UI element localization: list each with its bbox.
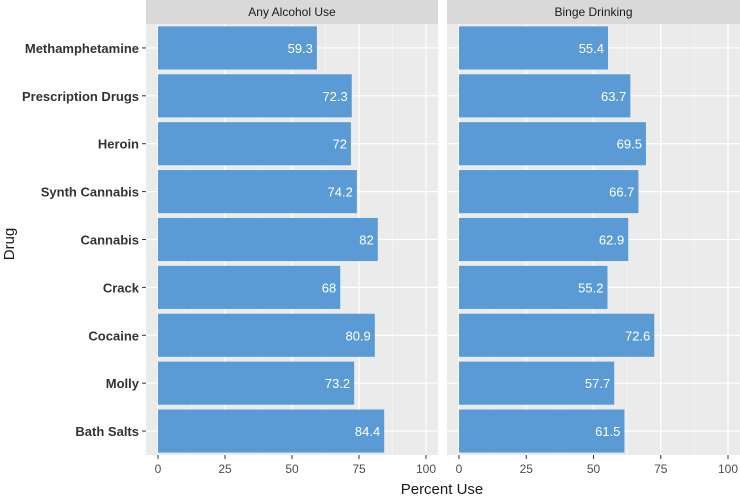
bar-value-label: 62.9 (599, 233, 624, 248)
bar (158, 361, 355, 405)
bar (158, 265, 341, 309)
bar (158, 313, 375, 357)
bar-value-label: 59.3 (288, 41, 313, 56)
bar-value-label: 63.7 (601, 89, 626, 104)
bar (158, 170, 357, 214)
bar-value-label: 55.4 (579, 41, 604, 56)
facet-panels: Any Alcohol Use 59.3 72.3 72 74.2 82 68 80.9 73.… (146, 0, 740, 455)
x-tick-label: 50 (285, 462, 299, 476)
bar-value-label: 66.7 (609, 185, 634, 200)
bar (459, 217, 629, 262)
bar (158, 26, 317, 70)
bar (158, 217, 378, 262)
bar-value-label: 72 (332, 137, 346, 152)
y-tick-label: Synth Cannabis (41, 185, 139, 200)
y-axis-title: Drug (1, 228, 18, 261)
bar-value-label: 55.2 (578, 280, 603, 295)
bar (459, 313, 655, 357)
bar-value-label: 80.9 (345, 328, 370, 343)
bar (459, 361, 615, 405)
x-tick-label: 0 (456, 462, 463, 476)
facet-strip-label: Any Alcohol Use (248, 5, 336, 19)
bar-value-label: 72.6 (625, 328, 650, 343)
x-axes: 0 25 50 75 100 0 25 50 75 100 (155, 455, 738, 476)
bar (158, 122, 351, 166)
y-tick-label: Bath Salts (75, 424, 139, 439)
y-tick-label: Prescription Drugs (22, 89, 139, 104)
y-tick-label: Cannabis (80, 233, 139, 248)
bar-value-label: 72.3 (322, 89, 347, 104)
bar-value-label: 82 (359, 233, 373, 248)
bar-value-label: 84.4 (355, 424, 380, 439)
x-tick-label: 0 (155, 462, 162, 476)
y-axis: Methamphetamine Prescription Drugs Heroin S… (22, 41, 146, 439)
y-tick-label: Methamphetamine (25, 41, 139, 56)
bar-value-label: 57.7 (585, 376, 610, 391)
x-tick-label: 75 (654, 462, 668, 476)
bar (459, 265, 608, 309)
bar (158, 409, 385, 453)
x-tick-label: 25 (218, 462, 232, 476)
facet-panel: Binge Drinking 55.4 63.7 69.5 66.7 62.9 55.2 72… (447, 0, 740, 455)
facet-strip (146, 0, 438, 24)
facet-strip-label: Binge Drinking (554, 5, 632, 19)
bar (459, 122, 646, 166)
bar-value-label: 69.5 (617, 137, 642, 152)
x-tick-label: 50 (587, 462, 601, 476)
y-tick-label: Heroin (98, 137, 139, 152)
bar-value-label: 68 (322, 280, 336, 295)
x-axis-title: Percent Use (401, 481, 484, 498)
x-tick-label: 25 (520, 462, 534, 476)
bar (158, 74, 352, 118)
x-tick-label: 75 (352, 462, 366, 476)
bar-value-label: 74.2 (328, 185, 353, 200)
bar-value-label: 73.2 (325, 376, 350, 391)
y-tick-label: Molly (106, 376, 140, 391)
x-tick-label: 100 (718, 462, 738, 476)
y-tick-label: Cocaine (88, 328, 139, 343)
bar (459, 409, 625, 453)
bar (459, 26, 609, 70)
y-tick-label: Crack (103, 280, 140, 295)
bar-value-label: 61.5 (595, 424, 620, 439)
facet-panel: Any Alcohol Use 59.3 72.3 72 74.2 82 68 80.9 73.… (146, 0, 438, 455)
bar (459, 170, 639, 214)
bar (459, 74, 631, 118)
facet-strip (447, 0, 740, 24)
x-tick-label: 100 (416, 462, 436, 476)
